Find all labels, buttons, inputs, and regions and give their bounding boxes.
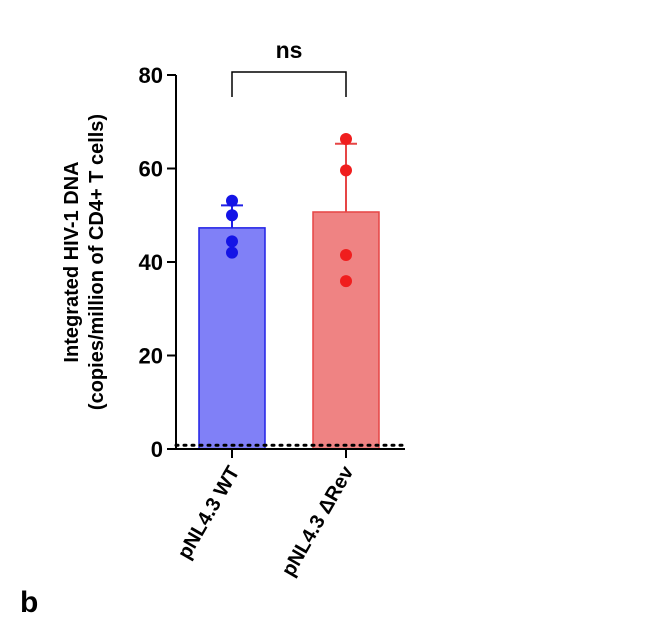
data-point [226,235,238,248]
y-tick-label: 40 [139,250,163,275]
data-point [340,164,352,177]
y-tick-label: 0 [151,437,163,462]
significance-label: ns [276,37,303,63]
data-point [226,246,238,259]
data-point [226,194,238,207]
data-point [340,248,352,261]
data-point [226,209,238,222]
bar [312,211,380,450]
y-axis-title-line1: Integrated HIV-1 DNA [61,161,83,362]
y-axis-title: Integrated HIV-1 DNA (copies/million of … [61,114,108,410]
significance-bracket [231,71,347,97]
data-point [340,275,352,288]
bar [198,227,266,450]
y-tick-label: 80 [139,63,163,88]
data-point [340,133,352,146]
y-axis-title-line2: (copies/million of CD4+ T cells) [86,114,108,410]
panel-letter: b [20,586,39,619]
category-label: pNL4.3 WT [174,463,245,563]
chart-marks: 0 20 40 60 80 pNL4.3 WT pNL4.3 ΔRev ns [139,37,407,581]
y-tick-label: 20 [139,344,163,369]
y-tick-label: 60 [139,157,163,182]
category-label: pNL4.3 ΔRev [278,462,359,581]
